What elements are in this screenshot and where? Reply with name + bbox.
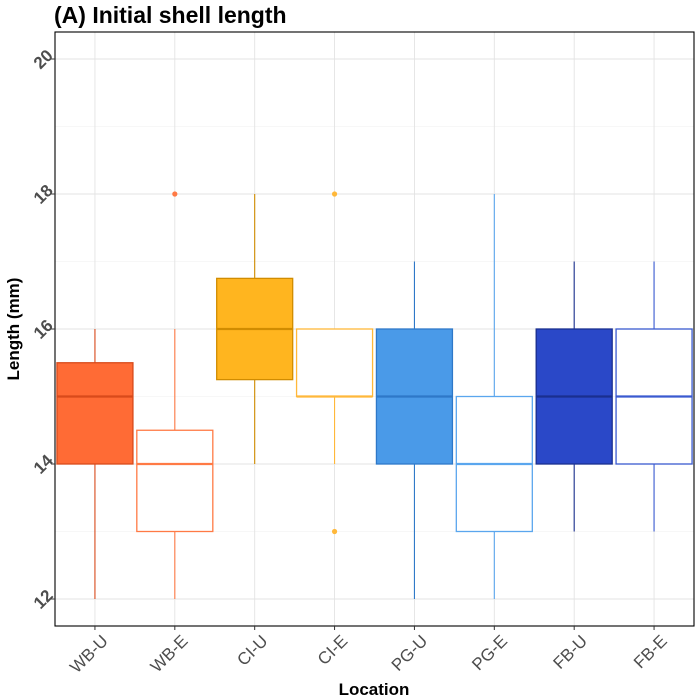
x-axis-title: Location	[339, 680, 410, 699]
box-wb-e	[136, 191, 214, 599]
box-pg-u	[375, 261, 454, 599]
y-tick-label: 12	[30, 586, 57, 613]
y-tick-label: 20	[30, 46, 57, 73]
x-tick-label: CI-E	[314, 631, 351, 668]
box-fb-e	[615, 261, 693, 532]
box-iqr	[295, 328, 374, 398]
y-tick-label: 18	[30, 181, 57, 208]
box-ci-e	[295, 191, 374, 535]
y-axis-ticks: 12 14 16 18 20	[30, 46, 57, 613]
outlier-point	[331, 528, 338, 535]
x-tick-label: WB-U	[66, 631, 111, 676]
box-iqr	[136, 429, 214, 533]
x-tick-label: CI-U	[233, 631, 271, 669]
outlier-point	[172, 191, 178, 197]
outlier-point	[331, 191, 338, 197]
box-iqr	[56, 362, 134, 465]
box-ci-u	[216, 194, 294, 464]
box-wb-u	[56, 329, 134, 599]
box-pg-e	[455, 194, 533, 599]
x-tick-label: PG-E	[468, 631, 511, 674]
y-tick-label: 16	[30, 316, 57, 343]
x-tick-label: FB-E	[630, 631, 671, 672]
boxes	[56, 191, 693, 599]
x-axis-ticks: WB-U WB-E CI-U CI-E PG-U PG-E FB-U FB-E	[66, 626, 671, 677]
x-tick-label: PG-U	[388, 631, 431, 674]
box-fb-u	[535, 261, 613, 532]
chart-title: (A) Initial shell length	[54, 2, 287, 28]
x-tick-label: FB-U	[550, 631, 591, 672]
y-axis-title: Length (mm)	[4, 278, 23, 381]
y-tick-label: 14	[30, 451, 57, 478]
x-tick-label: WB-E	[147, 631, 192, 676]
